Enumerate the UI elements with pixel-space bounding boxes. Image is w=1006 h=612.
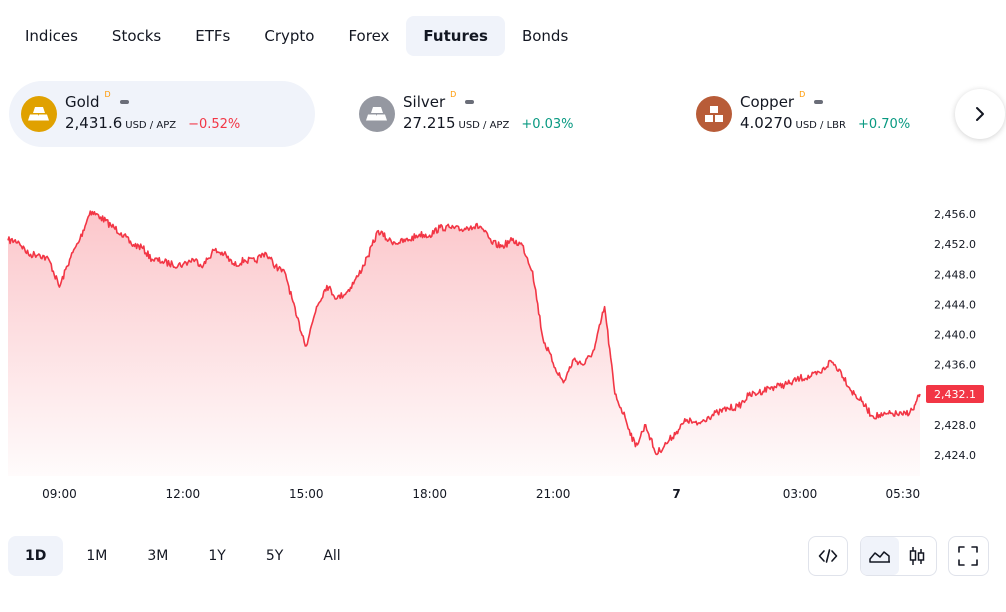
last-price-label: 2,432.1 <box>934 388 976 401</box>
y-tick-label: 2,440.0 <box>934 329 976 342</box>
x-tick-label: 21:00 <box>536 487 571 501</box>
symbol-change: −0.52% <box>188 117 241 132</box>
range-1m[interactable]: 1M <box>86 548 108 564</box>
area-chart-button[interactable] <box>861 537 899 575</box>
symbol-name: Silver <box>403 93 446 111</box>
y-axis: 2,456.0 2,452.0 2,448.0 2,444.0 2,440.0 2,436… <box>934 208 976 462</box>
symbol-card-silver[interactable]: Silver D 27.215 USD / APZ +0.03% <box>347 81 647 147</box>
market-tabs: Indices Stocks ETFs Crypto Forex Futures… <box>8 16 585 56</box>
candlestick-button[interactable] <box>899 537 937 575</box>
tab-etfs[interactable]: ETFs <box>195 27 231 45</box>
chart-line <box>7 210 921 456</box>
x-tick-label: 12:00 <box>166 487 201 501</box>
tab-stocks[interactable]: Stocks <box>111 27 162 45</box>
symbol-unit: USD / LBR <box>795 120 846 131</box>
gold-bars-icon <box>21 96 57 132</box>
y-tick-label: 2,448.0 <box>934 268 976 281</box>
chevron-right-icon <box>976 107 984 121</box>
y-tick-label: 2,428.0 <box>934 419 976 432</box>
range-1d[interactable]: 1D <box>8 536 64 576</box>
x-tick-label: 09:00 <box>42 487 77 501</box>
embed-button[interactable] <box>809 537 847 575</box>
symbol-name: Gold <box>65 93 100 111</box>
y-tick-label: 2,424.0 <box>934 449 976 462</box>
y-tick-label: 2,452.0 <box>934 238 976 251</box>
delay-badge: D <box>104 90 111 99</box>
symbol-cards: Gold D 2,431.6 USD / APZ −0.52% Silver D… <box>9 81 949 147</box>
price-area-fill <box>8 211 920 476</box>
symbol-card-gold[interactable]: Gold D 2,431.6 USD / APZ −0.52% <box>9 81 315 147</box>
range-selector: 1D 1M 3M 1Y 5Y All <box>8 536 364 576</box>
copper-blocks-icon <box>696 96 732 132</box>
chart-area <box>8 211 920 476</box>
last-price-marker: 2,432.1 <box>926 384 984 403</box>
tab-futures[interactable]: Futures <box>406 16 505 56</box>
symbol-change: +0.03% <box>521 117 574 132</box>
area-chart-icon <box>869 551 890 563</box>
x-tick-label: 15:00 <box>289 487 324 501</box>
fullscreen-button-group <box>948 536 989 576</box>
symbol-price: 27.215 <box>403 114 456 132</box>
x-tick-label: 18:00 <box>412 487 447 501</box>
silver-bars-icon <box>359 96 395 132</box>
symbol-card-text: Gold D 2,431.6 USD / APZ −0.52% <box>65 90 241 136</box>
x-tick-label: 03:00 <box>783 487 818 501</box>
market-status-icon <box>465 100 475 104</box>
symbol-price: 2,431.6 <box>65 114 123 132</box>
fullscreen-icon <box>958 546 978 566</box>
embed-button-group <box>808 536 848 576</box>
x-axis: 09:00 12:00 15:00 18:00 21:00 7 03:00 05:30 <box>42 487 920 501</box>
chart-type-group <box>860 536 937 576</box>
tab-forex[interactable]: Forex <box>348 27 390 45</box>
symbol-card-copper[interactable]: Copper D 4.0270 USD / LBR +0.70% <box>684 81 954 147</box>
next-symbols-button[interactable] <box>955 89 1005 139</box>
market-status-icon <box>119 100 129 104</box>
tab-indices[interactable]: Indices <box>25 27 78 45</box>
range-1y[interactable]: 1Y <box>208 548 226 564</box>
symbol-name: Copper <box>740 93 795 111</box>
y-tick-label: 2,436.0 <box>934 359 976 372</box>
delay-badge: D <box>450 90 457 99</box>
code-embed-icon <box>818 549 838 563</box>
delay-badge: D <box>799 90 806 99</box>
last-price-badge <box>926 384 984 403</box>
symbol-unit: USD / APZ <box>125 120 177 131</box>
market-status-icon <box>814 100 824 104</box>
range-3m[interactable]: 3M <box>147 548 169 564</box>
symbol-change: +0.70% <box>857 117 911 132</box>
tab-bonds[interactable]: Bonds <box>521 27 569 45</box>
tab-crypto[interactable]: Crypto <box>264 27 315 45</box>
symbol-price: 4.0270 <box>740 114 793 132</box>
x-tick-label: 7 <box>672 487 680 501</box>
range-all[interactable]: All <box>323 548 341 564</box>
price-chart[interactable]: 2,456.0 2,452.0 2,448.0 2,444.0 2,440.0 2,436… <box>0 170 1006 510</box>
symbol-card-text: Copper D 4.0270 USD / LBR +0.70% <box>740 90 911 136</box>
symbol-unit: USD / APZ <box>458 120 510 131</box>
candlestick-icon <box>910 547 925 565</box>
x-tick-label: 05:30 <box>886 487 921 501</box>
symbol-card-text: Silver D 27.215 USD / APZ +0.03% <box>403 90 574 136</box>
y-tick-label: 2,456.0 <box>934 208 976 221</box>
y-tick-label: 2,444.0 <box>934 298 976 311</box>
fullscreen-button[interactable] <box>949 537 987 575</box>
price-line <box>7 210 921 456</box>
range-5y[interactable]: 5Y <box>265 548 284 564</box>
